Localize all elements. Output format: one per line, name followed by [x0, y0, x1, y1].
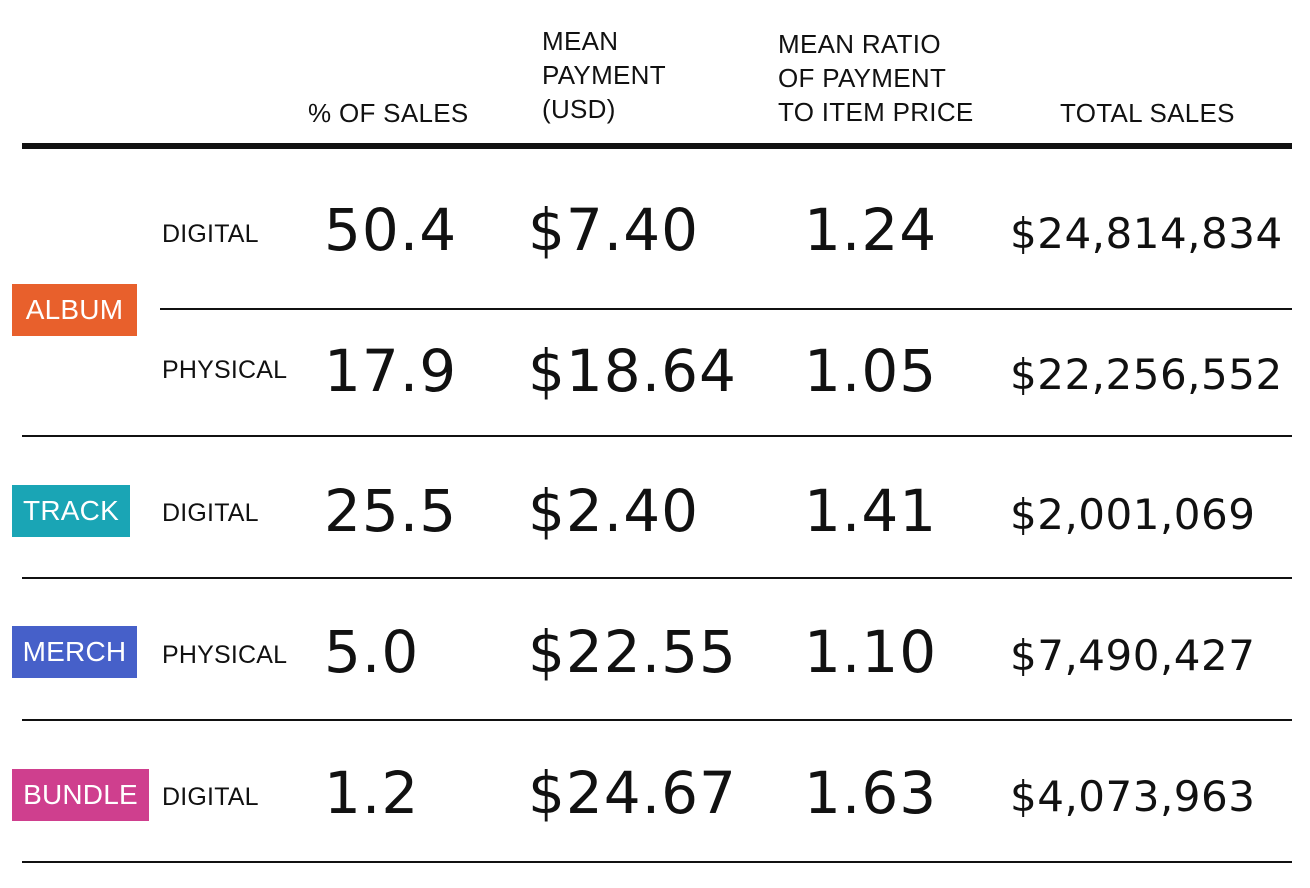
cell-total-sales: $2,001,069 — [1010, 490, 1256, 539]
header-total-sales: TOTAL SALES — [1060, 98, 1235, 128]
cell-ratio: 1.24 — [804, 196, 938, 264]
badge-bundle: BUNDLE — [12, 769, 149, 821]
cell-mean-payment: $22.55 — [528, 618, 737, 686]
header-pct-of-sales: % OF SALES — [308, 98, 469, 128]
cell-mean-payment: $2.40 — [528, 477, 700, 545]
cell-total-sales: $7,490,427 — [1010, 631, 1256, 680]
row-format: DIGITAL — [162, 220, 259, 248]
cell-mean-payment: $7.40 — [528, 196, 700, 264]
header-mean-ratio: MEAN RATIO OF PAYMENT TO ITEM PRICE — [778, 29, 974, 127]
row-divider — [22, 435, 1292, 437]
cell-ratio: 1.05 — [804, 337, 938, 405]
cell-ratio: 1.41 — [804, 477, 938, 545]
badge-track: TRACK — [12, 485, 130, 537]
cell-total-sales: $4,073,963 — [1010, 772, 1256, 821]
row-divider — [22, 577, 1292, 579]
cell-mean-payment: $24.67 — [528, 759, 737, 827]
badge-album: ALBUM — [12, 284, 137, 336]
row-divider — [160, 308, 1292, 310]
cell-pct: 5.0 — [324, 618, 420, 686]
cell-pct: 1.2 — [324, 759, 420, 827]
cell-pct: 25.5 — [324, 477, 458, 545]
row-format: PHYSICAL — [162, 356, 288, 384]
cell-total-sales: $22,256,552 — [1010, 350, 1283, 399]
row-divider — [22, 719, 1292, 721]
cell-ratio: 1.63 — [804, 759, 938, 827]
cell-ratio: 1.10 — [804, 618, 938, 686]
badge-merch: MERCH — [12, 626, 137, 678]
cell-pct: 50.4 — [324, 196, 458, 264]
cell-pct: 17.9 — [324, 337, 458, 405]
row-divider — [22, 861, 1292, 863]
row-format: DIGITAL — [162, 499, 259, 527]
row-format: PHYSICAL — [162, 641, 288, 669]
row-format: DIGITAL — [162, 783, 259, 811]
header-mean-payment: MEAN PAYMENT (USD) — [542, 26, 666, 124]
header-divider — [22, 143, 1292, 149]
cell-total-sales: $24,814,834 — [1010, 209, 1283, 258]
cell-mean-payment: $18.64 — [528, 337, 737, 405]
